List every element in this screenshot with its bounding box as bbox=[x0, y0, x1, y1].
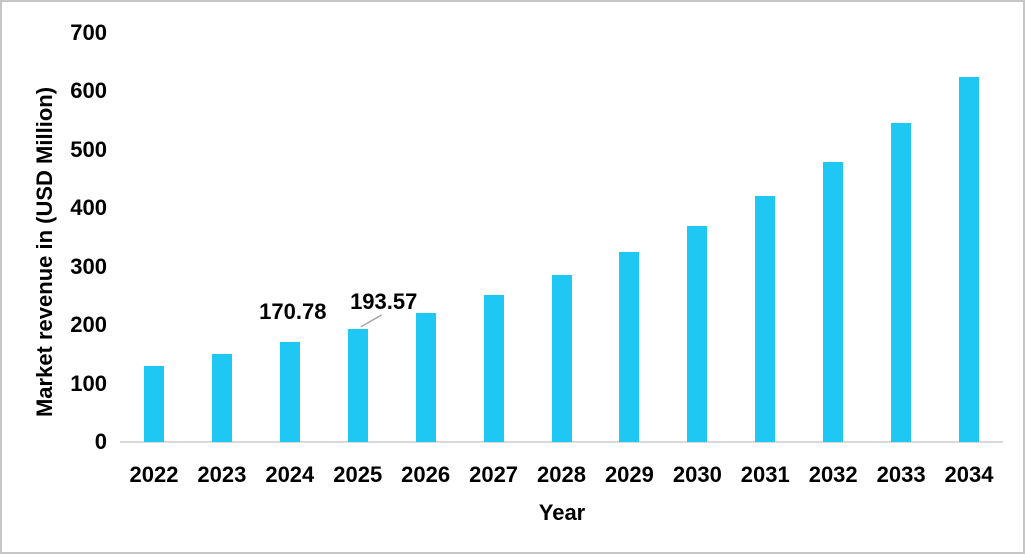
bar-2024 bbox=[279, 342, 300, 442]
bar-2029 bbox=[619, 252, 640, 442]
y-tick-label-600: 600 bbox=[70, 78, 107, 104]
bar-2032 bbox=[823, 162, 844, 442]
x-tick-label-2028: 2028 bbox=[537, 462, 586, 487]
x-tick-label-2024: 2024 bbox=[265, 462, 315, 487]
bar-2025 bbox=[347, 328, 368, 442]
y-tick-label-300: 300 bbox=[70, 253, 107, 279]
y-tick-label-500: 500 bbox=[70, 136, 107, 162]
x-tick-label-2027: 2027 bbox=[469, 462, 519, 487]
bar-2022 bbox=[143, 366, 164, 442]
x-tick-label-2026: 2026 bbox=[401, 462, 451, 487]
leader-line-2025 bbox=[360, 314, 383, 328]
x-tick-label-2022: 2022 bbox=[129, 462, 179, 487]
x-tick-label-2025: 2025 bbox=[333, 462, 383, 487]
x-tick-label-2031: 2031 bbox=[740, 462, 790, 487]
bar-2026 bbox=[415, 312, 436, 442]
x-axis-line bbox=[120, 441, 1003, 443]
data-label-2025: 193.57 bbox=[350, 288, 418, 314]
bar-2031 bbox=[755, 195, 776, 442]
bar-2030 bbox=[687, 226, 708, 442]
y-tick-label-0: 0 bbox=[94, 429, 107, 454]
data-label-2024: 170.78 bbox=[259, 299, 327, 325]
bar-2027 bbox=[483, 295, 504, 442]
x-tick-label-2029: 2029 bbox=[604, 462, 654, 487]
y-tick-label-100: 100 bbox=[70, 370, 107, 396]
bar-2028 bbox=[551, 275, 572, 442]
y-tick-label-200: 200 bbox=[70, 312, 107, 338]
x-tick-label-2023: 2023 bbox=[197, 462, 247, 487]
bar-2023 bbox=[211, 354, 232, 442]
x-tick-label-2033: 2033 bbox=[876, 462, 926, 487]
y-tick-label-400: 400 bbox=[70, 195, 107, 221]
bar-2033 bbox=[891, 122, 912, 442]
x-axis-title: Year bbox=[538, 500, 586, 525]
bar-2034 bbox=[959, 77, 980, 442]
x-tick-label-2032: 2032 bbox=[808, 462, 858, 487]
x-tick-label-2030: 2030 bbox=[672, 462, 722, 487]
y-tick-label-700: 700 bbox=[70, 20, 107, 45]
x-tick-label-2034: 2034 bbox=[944, 462, 994, 487]
